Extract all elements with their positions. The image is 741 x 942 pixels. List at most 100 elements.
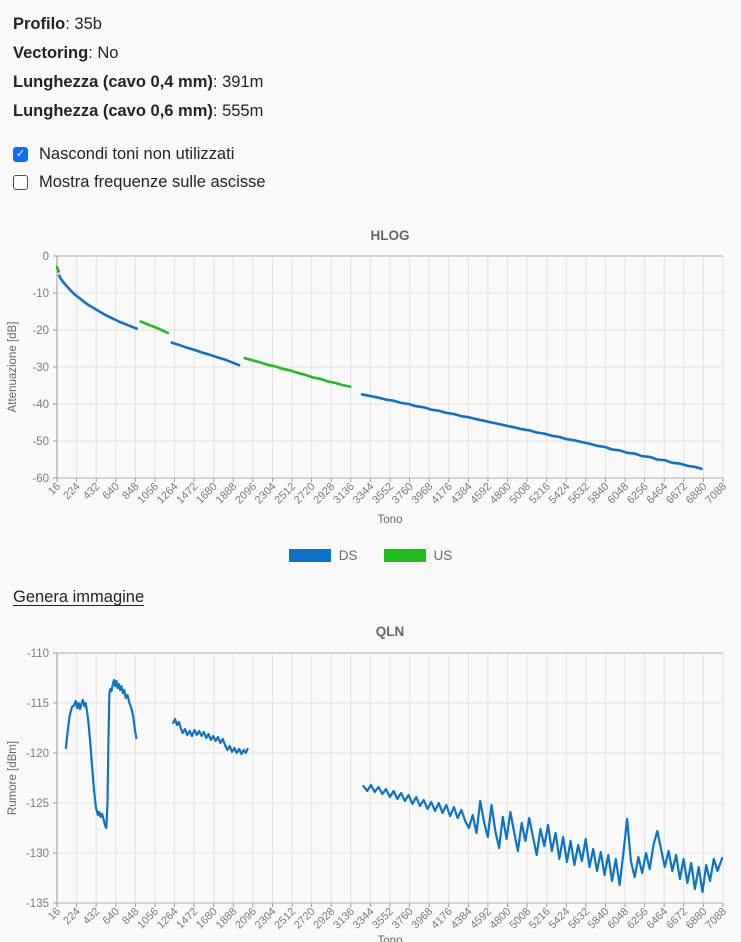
svg-text:1680: 1680 (194, 906, 220, 932)
svg-text:-115: -115 (27, 698, 49, 710)
svg-text:Rumore [dBm]: Rumore [dBm] (7, 741, 19, 815)
svg-text:2512: 2512 (272, 906, 298, 932)
svg-text:4592: 4592 (468, 906, 494, 932)
svg-text:1472: 1472 (174, 481, 200, 507)
svg-text:QLN: QLN (376, 624, 405, 639)
info-label: Vectoring (13, 44, 89, 62)
svg-text:2096: 2096 (233, 481, 259, 507)
svg-text:-40: -40 (32, 399, 49, 411)
svg-text:2928: 2928 (312, 906, 338, 932)
svg-text:4384: 4384 (449, 906, 475, 932)
legend-us-label: US (433, 548, 453, 563)
svg-text:7088: 7088 (703, 906, 729, 932)
info-row-lunghezza-06: Lunghezza (cavo 0,6 mm): 555m (13, 102, 264, 120)
svg-text:6672: 6672 (664, 906, 690, 932)
svg-text:4800: 4800 (488, 481, 514, 507)
svg-text:Tono: Tono (378, 935, 403, 942)
svg-text:2720: 2720 (292, 481, 318, 507)
svg-text:6256: 6256 (625, 481, 651, 507)
svg-text:0: 0 (43, 251, 49, 263)
svg-text:4176: 4176 (429, 906, 455, 932)
info-value: 555m (222, 102, 264, 120)
svg-text:1680: 1680 (194, 481, 220, 507)
svg-text:6256: 6256 (625, 906, 651, 932)
info-value: 391m (222, 73, 264, 91)
hlog-chart: 1622443264084810561264147216801888209623… (7, 228, 729, 526)
svg-text:3344: 3344 (351, 481, 377, 507)
checkbox-label: Nascondi toni non utilizzati (39, 144, 235, 163)
svg-text:5424: 5424 (547, 481, 573, 507)
svg-text:224: 224 (61, 481, 82, 502)
checkbox-label: Mostra frequenze sulle ascisse (39, 172, 266, 191)
legend-us-swatch (383, 549, 426, 562)
svg-text:432: 432 (81, 481, 102, 502)
svg-text:3136: 3136 (331, 906, 357, 932)
svg-text:640: 640 (100, 906, 121, 927)
svg-text:6464: 6464 (645, 906, 671, 932)
svg-text:-120: -120 (26, 748, 49, 760)
svg-text:1056: 1056 (135, 906, 161, 932)
controls-block: Nascondi toni non utilizzati Mostra freq… (0, 126, 741, 196)
svg-text:5632: 5632 (566, 481, 592, 507)
checkbox-row-hide-tones: Nascondi toni non utilizzati (13, 140, 741, 168)
svg-text:4800: 4800 (488, 906, 514, 932)
svg-text:2928: 2928 (312, 481, 338, 507)
svg-text:3136: 3136 (331, 481, 357, 507)
svg-text:Tono: Tono (378, 514, 403, 526)
svg-text:3552: 3552 (370, 481, 396, 507)
svg-text:-60: -60 (32, 473, 49, 485)
svg-text:Attenuazione [dB]: Attenuazione [dB] (7, 322, 19, 413)
info-value: 35b (74, 15, 102, 33)
svg-text:3760: 3760 (390, 906, 416, 932)
legend-ds-label: DS (338, 548, 358, 563)
svg-text:7088: 7088 (703, 481, 729, 507)
svg-text:1888: 1888 (214, 906, 240, 932)
svg-text:-10: -10 (32, 288, 49, 300)
svg-text:3344: 3344 (351, 906, 377, 932)
info-label: Lunghezza (cavo 0,6 mm) (13, 102, 213, 120)
generate-image-link[interactable]: Genera immagine (13, 588, 145, 606)
svg-text:-130: -130 (26, 848, 49, 860)
svg-text:3968: 3968 (410, 481, 436, 507)
svg-text:1472: 1472 (174, 906, 200, 932)
show-frequencies-checkbox[interactable] (13, 174, 28, 190)
info-row-vectoring: Vectoring: No (13, 44, 119, 62)
svg-text:2512: 2512 (272, 481, 298, 507)
info-value: No (97, 44, 119, 62)
info-row-profilo: Profilo: 35b (13, 15, 102, 33)
svg-text:2096: 2096 (233, 906, 259, 932)
svg-text:6880: 6880 (684, 906, 710, 932)
hlog-legend: DS US (0, 548, 741, 563)
svg-text:1888: 1888 (214, 481, 240, 507)
qln-chart-block: 16 224 432 640 848 1056 1264 1472 1680 1888 2096 23… (0, 615, 741, 942)
svg-text:-110: -110 (27, 648, 49, 660)
svg-text:3552: 3552 (370, 906, 396, 932)
svg-text:-30: -30 (32, 362, 49, 374)
svg-text:HLOG: HLOG (371, 228, 410, 243)
hlog-chart-block: 16 224 432 640 848 1056 1264 1472 1680 1888 2096 23… (0, 220, 741, 563)
svg-text:6464: 6464 (645, 481, 671, 507)
info-label: Lunghezza (cavo 0,4 mm) (13, 73, 213, 91)
svg-text:6048: 6048 (605, 481, 631, 507)
svg-text:5008: 5008 (507, 481, 533, 507)
svg-text:-125: -125 (26, 798, 49, 810)
svg-text:1264: 1264 (155, 481, 181, 507)
svg-text:1264: 1264 (155, 906, 181, 932)
svg-text:5632: 5632 (566, 906, 592, 932)
svg-text:4176: 4176 (429, 481, 455, 507)
svg-text:1056: 1056 (135, 481, 161, 507)
svg-text:6672: 6672 (664, 481, 690, 507)
svg-text:2304: 2304 (253, 906, 279, 932)
svg-text:432: 432 (81, 906, 102, 927)
svg-text:3968: 3968 (410, 906, 436, 932)
svg-text:4592: 4592 (468, 481, 494, 507)
svg-text:5216: 5216 (527, 481, 553, 507)
info-block: Profilo: 35b Vectoring: No Lunghezza (ca… (0, 0, 741, 126)
svg-text:5008: 5008 (507, 906, 533, 932)
svg-text:5840: 5840 (586, 481, 612, 507)
svg-text:5840: 5840 (586, 906, 612, 932)
svg-text:2720: 2720 (292, 906, 318, 932)
svg-text:3760: 3760 (390, 481, 416, 507)
hide-unused-tones-checkbox[interactable] (13, 146, 28, 162)
